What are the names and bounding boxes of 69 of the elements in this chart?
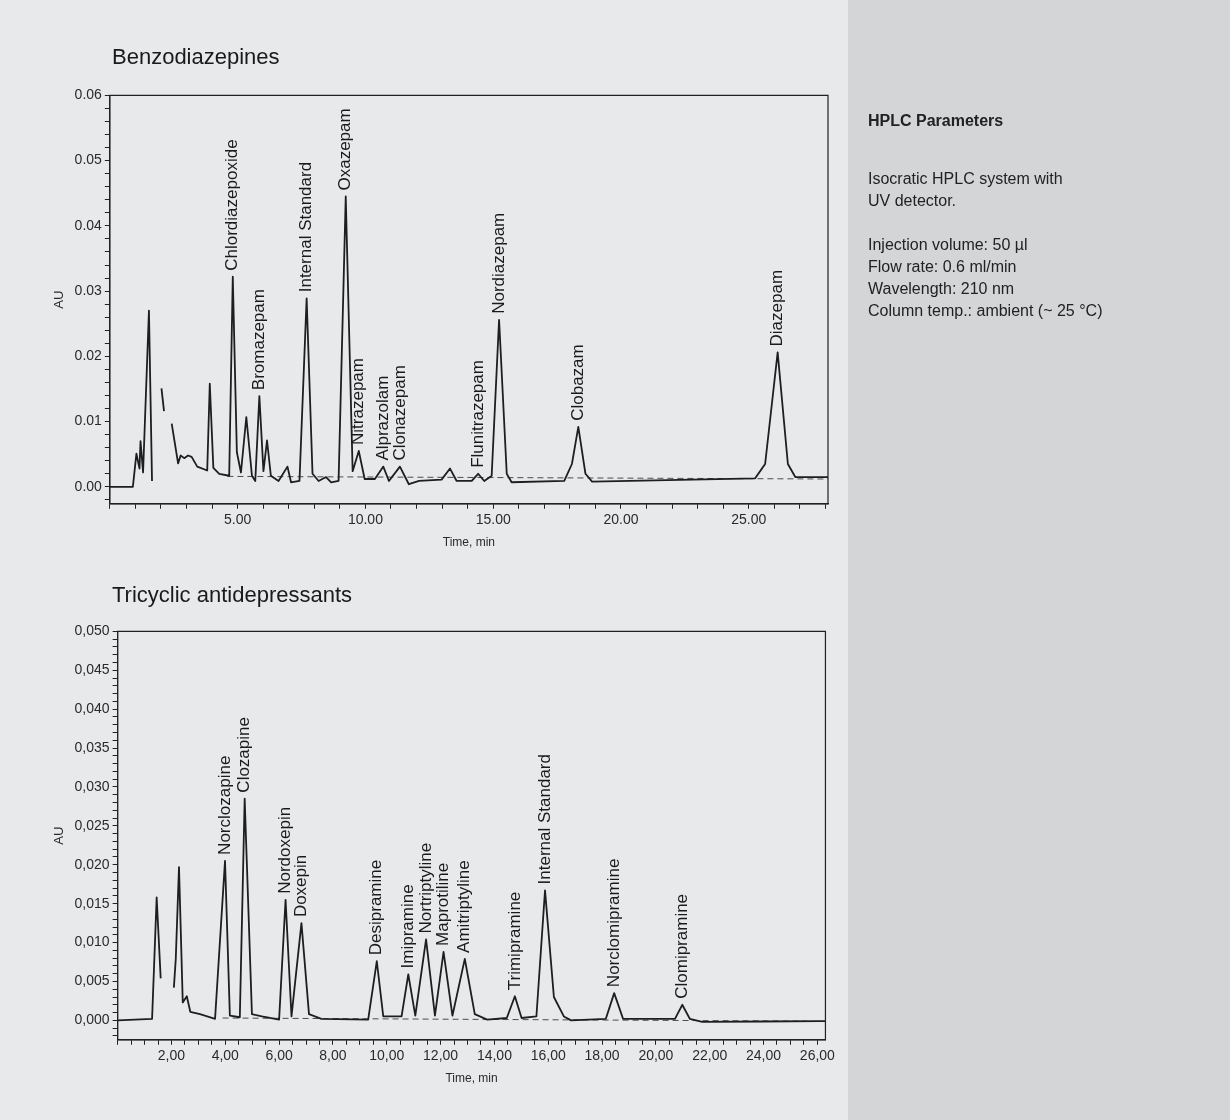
x-tick-label: 16,00 bbox=[530, 1047, 566, 1064]
annotation: Internal Standard bbox=[296, 161, 316, 293]
annotation: Internal Standard bbox=[534, 754, 554, 885]
y-axis-title: AU bbox=[51, 826, 67, 845]
annotation: Desipramine bbox=[366, 859, 386, 956]
y-tick-label: 0.01 bbox=[74, 412, 103, 429]
y-tick-label: 0.04 bbox=[74, 216, 103, 233]
text: Injection volume: 50 µl bbox=[868, 235, 1029, 255]
annotation: Nitrazepam bbox=[348, 358, 368, 445]
y-tick-label: 0,045 bbox=[74, 661, 110, 678]
annotation: Clozapine bbox=[234, 717, 254, 793]
y-tick-label: 0,030 bbox=[74, 777, 110, 794]
x-axis-title: Time, min bbox=[442, 535, 496, 550]
y-tick-label: 0.05 bbox=[74, 151, 103, 168]
annotation: Alprazolam bbox=[373, 375, 392, 461]
x-tick-label: 12,00 bbox=[423, 1047, 459, 1064]
annotation: Trimipramine bbox=[504, 891, 524, 991]
annotation: Nortriptyline bbox=[415, 842, 435, 934]
x-tick-label: 22,00 bbox=[692, 1047, 728, 1064]
annotation: Chlordiazepoxide bbox=[222, 139, 242, 271]
y-tick-label: 0,050 bbox=[74, 622, 110, 639]
annotation: Clobazam bbox=[568, 344, 587, 421]
y-tick-label: 0.06 bbox=[74, 86, 103, 103]
y-tick-label: 0.03 bbox=[74, 281, 103, 298]
x-tick-label: 5.00 bbox=[224, 511, 252, 528]
x-tick-label: 10,00 bbox=[369, 1047, 405, 1064]
y-tick-label: 0.02 bbox=[74, 347, 103, 364]
annotation: Imipramine bbox=[397, 884, 417, 969]
text: Flow rate: 0.6 ml/min bbox=[868, 257, 1018, 277]
y-tick-label: 0,020 bbox=[74, 855, 110, 872]
text: Isocratic HPLC system with UV detector. bbox=[868, 169, 1064, 211]
y-tick-label: 0,005 bbox=[74, 972, 110, 989]
x-tick-label: 20,00 bbox=[638, 1047, 674, 1064]
x-tick-label: 20.00 bbox=[603, 511, 639, 528]
text: Column temp.: ambient (~ 25 °C) bbox=[868, 301, 1103, 321]
x-tick-label: 10.00 bbox=[347, 511, 384, 528]
x-tick-label: 18,00 bbox=[584, 1047, 620, 1064]
annotation: Flunitrazepam bbox=[467, 360, 487, 468]
x-tick-label: 8,00 bbox=[319, 1047, 347, 1064]
y-tick-label: 0,000 bbox=[74, 1011, 110, 1028]
text: HPLC Parameters bbox=[868, 112, 1004, 130]
x-tick-label: 6,00 bbox=[265, 1047, 293, 1064]
x-tick-label: 14,00 bbox=[476, 1047, 513, 1064]
annotation: Norclozapine bbox=[214, 755, 234, 855]
y-tick-label: 0,015 bbox=[74, 894, 110, 911]
y-tick-label: 0.00 bbox=[74, 477, 103, 494]
x-tick-label: 25.00 bbox=[731, 511, 767, 528]
x-tick-label: 2,00 bbox=[157, 1047, 186, 1064]
x-tick-label: 24,00 bbox=[746, 1047, 782, 1064]
annotation: Bromazepam bbox=[249, 289, 269, 391]
annotation: Oxazepam bbox=[335, 108, 355, 191]
annotation: Amitriptyline bbox=[454, 860, 474, 953]
y-tick-label: 0,010 bbox=[74, 933, 110, 950]
y-tick-label: 0,035 bbox=[74, 738, 110, 755]
y-tick-label: 0,040 bbox=[74, 700, 110, 717]
x-axis-title: Time, min bbox=[445, 1071, 498, 1086]
annotation: Norclomipramine bbox=[603, 858, 623, 988]
annotation: Clomipramine bbox=[671, 893, 691, 999]
y-tick-label: 0,025 bbox=[74, 816, 110, 833]
text: Wavelength: 210 nm bbox=[868, 279, 1016, 299]
chart-title: Benzodiazepines bbox=[112, 44, 280, 70]
x-tick-label: 15.00 bbox=[475, 511, 511, 528]
annotation: Maprotiline bbox=[433, 862, 453, 946]
annotation: Diazepam bbox=[767, 269, 787, 347]
annotation: Nordiazepam bbox=[488, 212, 508, 314]
chart-title: Tricyclic antidepressants bbox=[112, 582, 353, 608]
x-tick-label: 4,00 bbox=[211, 1047, 240, 1064]
x-tick-label: 26,00 bbox=[799, 1047, 836, 1064]
y-axis-title: AU bbox=[51, 290, 67, 309]
